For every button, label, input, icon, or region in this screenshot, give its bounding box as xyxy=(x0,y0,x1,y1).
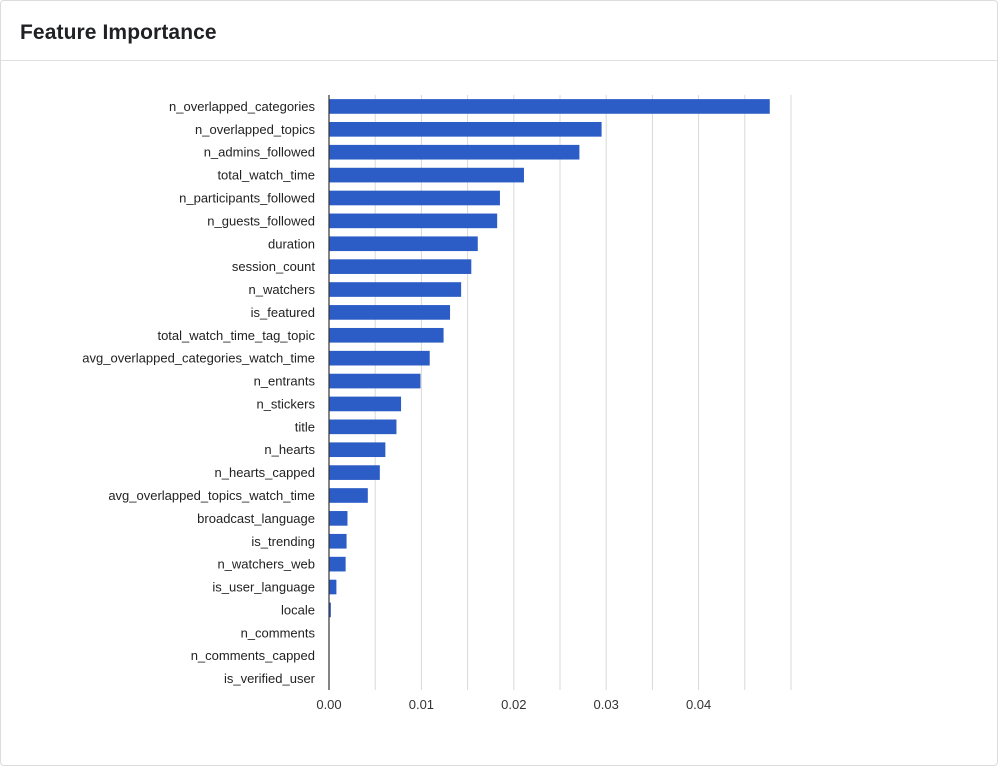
bar-avg_overlapped_categories_watch_time xyxy=(329,350,430,366)
bar-n_hearts xyxy=(329,442,386,458)
bar-n_stickers xyxy=(329,396,402,412)
category-label: n_comments_capped xyxy=(191,648,315,663)
category-label: is_trending xyxy=(251,534,315,549)
bar-total_watch_time_tag_topic xyxy=(329,327,444,343)
category-label: avg_overlapped_topics_watch_time xyxy=(108,488,315,503)
category-label: broadcast_language xyxy=(197,511,315,526)
x-tick-label: 0.01 xyxy=(409,697,434,712)
category-label: n_watchers_web xyxy=(217,557,315,572)
category-label: total_watch_time_tag_topic xyxy=(157,328,315,343)
x-tick-label: 0.02 xyxy=(501,697,526,712)
category-label: n_overlapped_categories xyxy=(169,99,315,114)
x-tick-label: 0.04 xyxy=(686,697,711,712)
category-label: n_participants_followed xyxy=(179,190,315,205)
category-label: total_watch_time xyxy=(217,168,315,183)
category-label: n_overlapped_topics xyxy=(195,122,315,137)
bar-n_watchers_web xyxy=(329,556,346,572)
bar-n_overlapped_categories xyxy=(329,99,770,114)
category-label: n_comments xyxy=(241,625,316,640)
card-title: Feature Importance xyxy=(20,21,217,44)
gridlines xyxy=(374,95,792,690)
bar-total_watch_time xyxy=(329,167,524,183)
bar-is_trending xyxy=(329,533,347,549)
bar-duration xyxy=(329,236,478,252)
card-header: Feature Importance xyxy=(1,1,997,61)
category-label: n_admins_followed xyxy=(204,145,315,160)
category-label: n_watchers xyxy=(249,282,316,297)
category-label: n_entrants xyxy=(254,374,316,389)
bar-locale xyxy=(329,602,331,618)
bar-title xyxy=(329,419,397,435)
category-label: is_featured xyxy=(251,305,315,320)
x-tick-label: 0.00 xyxy=(316,697,341,712)
bar-is_featured xyxy=(329,305,451,320)
bar-n_watchers xyxy=(329,282,462,297)
bar-n_participants_followed xyxy=(329,190,500,206)
bar-avg_overlapped_topics_watch_time xyxy=(329,488,368,503)
category-label: n_stickers xyxy=(256,396,315,411)
bar-broadcast_language xyxy=(329,511,348,526)
category-label: title xyxy=(295,419,315,434)
category-label: n_guests_followed xyxy=(207,213,315,228)
category-label: is_user_language xyxy=(212,580,315,595)
category-label: locale xyxy=(281,602,315,617)
bar-n_hearts_capped xyxy=(329,465,380,480)
bar-is_user_language xyxy=(329,579,337,595)
x-tick-label: 0.03 xyxy=(594,697,619,712)
bar-n_overlapped_topics xyxy=(329,122,602,137)
category-label: is_verified_user xyxy=(224,671,316,686)
bar-session_count xyxy=(329,259,472,274)
category-label: avg_overlapped_categories_watch_time xyxy=(82,351,315,366)
category-label: session_count xyxy=(232,259,315,274)
bar-n_admins_followed xyxy=(329,144,580,160)
category-label: duration xyxy=(268,236,315,251)
bars xyxy=(329,99,770,618)
category-label: n_hearts_capped xyxy=(215,465,315,480)
category-label: n_hearts xyxy=(264,442,315,457)
bar-n_guests_followed xyxy=(329,213,498,229)
x-tick-labels: 0.00 0.01 0.02 0.03 0.04 xyxy=(316,697,711,712)
category-labels: n_overlapped_categories n_overlapped_topi… xyxy=(82,99,315,686)
bar-n_entrants xyxy=(329,373,421,389)
